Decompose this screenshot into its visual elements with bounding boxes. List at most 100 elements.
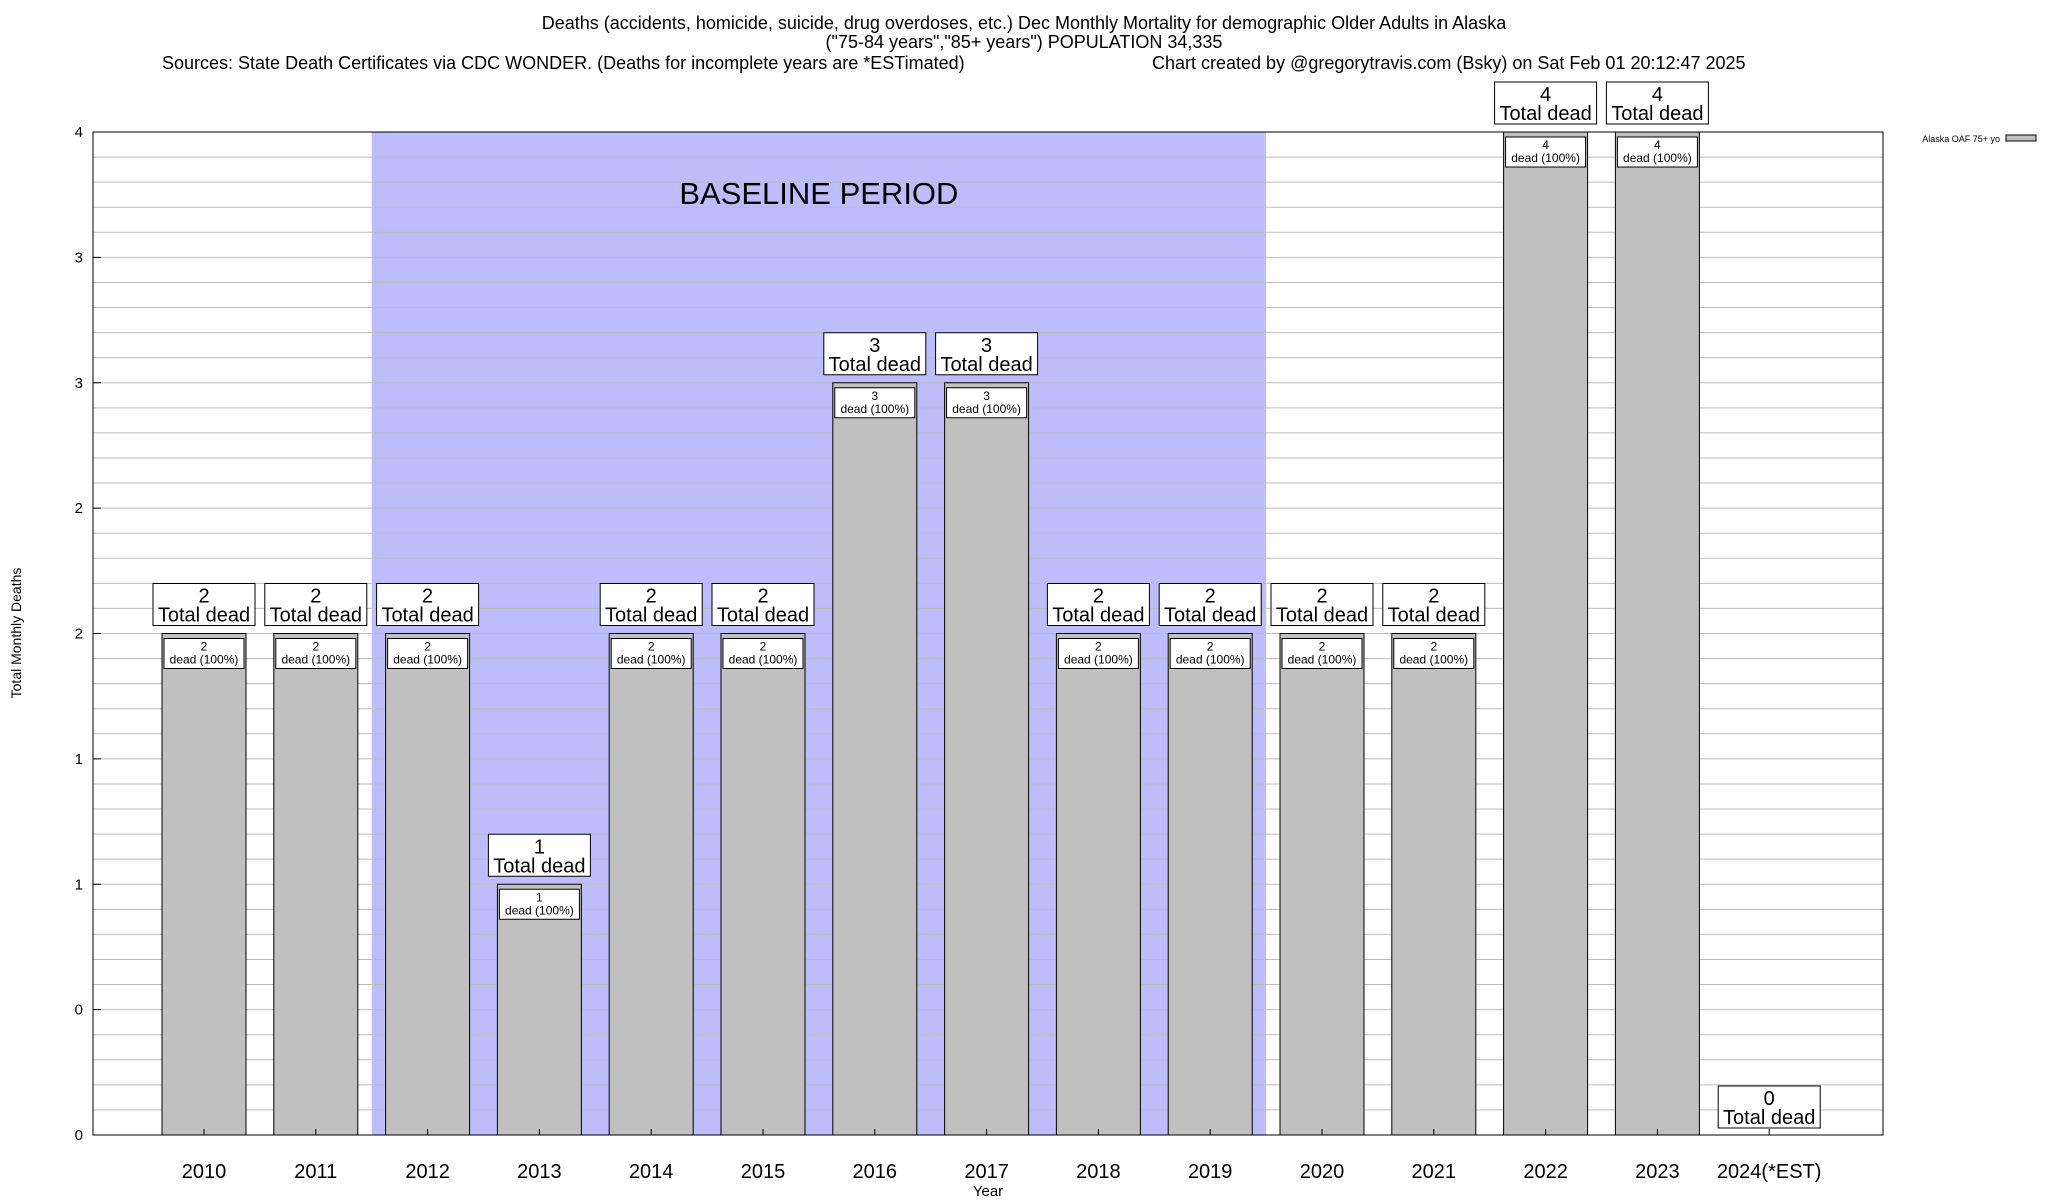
bar-total-count: 2	[310, 586, 321, 608]
bar-total-suffix: Total dead	[1388, 605, 1480, 627]
bar-inner-suffix: dead (100%)	[617, 653, 686, 667]
x-tick-label: 2017	[964, 1161, 1009, 1183]
legend-swatch	[2005, 134, 2037, 142]
bar-inner-label-box	[387, 638, 469, 669]
bar-total-label-box	[711, 583, 815, 626]
bar	[1503, 131, 1589, 1136]
bar-inner-suffix: dead (100%)	[840, 402, 909, 416]
bar-inner-label-box	[498, 888, 580, 920]
y-tick-label: 0	[75, 1127, 83, 1144]
bar	[832, 382, 918, 1136]
bar-inner-suffix: dead (100%)	[1176, 653, 1245, 667]
bar-inner-label-box	[946, 387, 1028, 419]
x-axis-label: Year	[973, 1183, 1003, 1200]
bar-total-count: 2	[422, 586, 433, 608]
bar-total-label-box	[487, 833, 591, 877]
bar	[1614, 131, 1700, 1136]
bar-inner-label-box	[722, 638, 804, 669]
bar	[944, 382, 1030, 1136]
x-tick-label: 2019	[1188, 1161, 1233, 1183]
bar-total-count: 2	[646, 586, 657, 608]
bar-total-suffix: Total dead	[1052, 605, 1144, 627]
bar-total-count: 3	[981, 335, 992, 357]
x-tick-label: 2012	[405, 1161, 450, 1183]
y-tick-label: 1	[75, 876, 83, 893]
bar-inner-suffix: dead (100%)	[952, 402, 1021, 416]
bar-total-count: 2	[1205, 586, 1216, 608]
bar-total-suffix: Total dead	[270, 605, 362, 627]
bar-total-suffix: Total dead	[717, 605, 809, 627]
bar-inner-label-box	[1393, 638, 1475, 669]
legend: Alaska OAF 75+ yo	[1922, 134, 2037, 144]
bar-total-suffix: Total dead	[158, 605, 250, 627]
bar-inner-suffix: dead (100%)	[170, 653, 239, 667]
bar-total-count: 0	[1764, 1088, 1775, 1110]
bar-inner-label-box	[275, 638, 357, 669]
bar-inner-count: 4	[1654, 138, 1661, 152]
y-tick-label: 4	[75, 124, 83, 141]
bar-total-count: 2	[1428, 586, 1439, 608]
bar-inner-suffix: dead (100%)	[1064, 653, 1133, 667]
bar-inner-suffix: dead (100%)	[1623, 151, 1692, 165]
bar-inner-label-box	[1616, 136, 1698, 168]
x-tick-label: 2022	[1523, 1161, 1568, 1183]
bar-total-suffix: Total dead	[1276, 605, 1368, 627]
x-tick-label: 2018	[1076, 1161, 1121, 1183]
bar-total-count: 2	[1316, 586, 1327, 608]
bar-inner-suffix: dead (100%)	[729, 653, 798, 667]
y-tick-label: 0	[75, 1002, 83, 1019]
bar-inner-suffix: dead (100%)	[1511, 151, 1580, 165]
x-tick-label: 2015	[741, 1161, 786, 1183]
bar	[161, 633, 247, 1136]
chart-sources: Sources: State Death Certificates via CD…	[162, 53, 965, 73]
baseline-label: BASELINE PERIOD	[679, 176, 958, 211]
x-tick-label: 2011	[294, 1161, 337, 1183]
bar-total-suffix: Total dead	[1164, 605, 1256, 627]
chart-title-line2: ("75-84 years","85+ years") POPULATION 3…	[825, 32, 1223, 52]
bar	[720, 633, 806, 1136]
bar-inner-suffix: dead (100%)	[281, 653, 350, 667]
y-tick-label: 3	[75, 375, 83, 392]
bar-inner-label-box	[1169, 638, 1251, 669]
bar-inner-label-box	[163, 638, 245, 669]
bar-inner-count: 2	[648, 640, 655, 654]
bar	[273, 633, 359, 1136]
bar-total-suffix: Total dead	[1723, 1107, 1815, 1129]
bar-total-suffix: Total dead	[381, 605, 473, 627]
bar-total-label-box	[376, 583, 480, 626]
chart-title-line1: Deaths (accidents, homicide, suicide, dr…	[541, 13, 1507, 33]
bar-total-suffix: Total dead	[940, 354, 1032, 376]
bar-inner-label-box	[1281, 638, 1363, 669]
bar-inner-count: 2	[760, 640, 767, 654]
bar	[1279, 633, 1365, 1136]
bar-inner-count: 1	[536, 890, 543, 904]
bar-inner-count: 2	[1095, 640, 1102, 654]
bar-total-label-box	[1158, 583, 1262, 626]
bar-inner-suffix: dead (100%)	[1288, 653, 1357, 667]
bar-total-suffix: Total dead	[605, 605, 697, 627]
bar-inner-count: 4	[1542, 138, 1549, 152]
bar-total-label-box	[1382, 583, 1486, 626]
bar-total-label-box	[823, 332, 927, 376]
x-tick-label: 2023	[1635, 1161, 1680, 1183]
bar-total-label-box	[1046, 583, 1150, 626]
bar-inner-suffix: dead (100%)	[505, 903, 574, 917]
bar-total-count: 4	[1540, 84, 1551, 106]
bar-total-suffix: Total dead	[1499, 103, 1591, 125]
